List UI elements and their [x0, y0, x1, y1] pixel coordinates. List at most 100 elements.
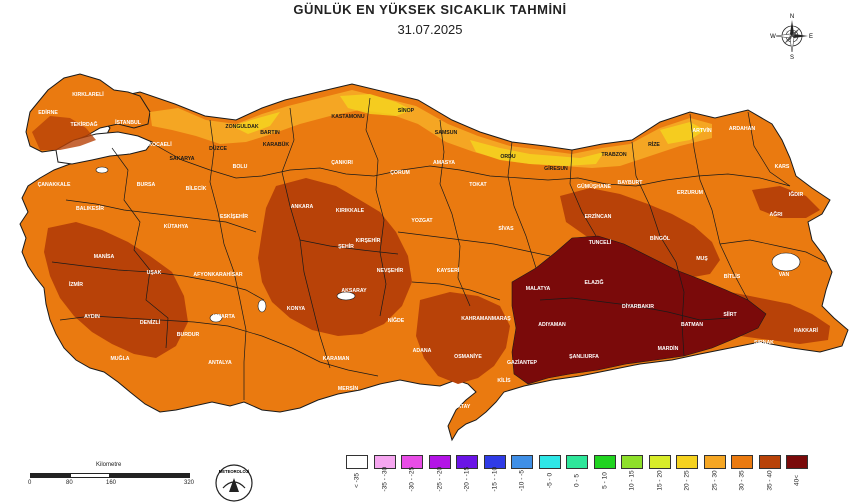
city-labels: KIRKLARELİ EDİRNE TEKİRDAĞ İSTANBUL KOCAELİ S… [38, 91, 819, 410]
legend-label: -30 - -25 [408, 466, 416, 492]
city-label: ANKARA [291, 204, 314, 210]
city-label: BATMAN [681, 322, 703, 328]
legend-swatch [456, 455, 478, 469]
legend-label: -35 - -30 [381, 466, 388, 492]
city-label: ARTVİN [692, 127, 712, 134]
city-label: ARDAHAN [729, 126, 755, 132]
city-label: ERZURUM [677, 190, 703, 196]
city-label: MANİSA [94, 253, 115, 260]
legend-label: -20 - -15 [463, 466, 471, 492]
city-label: BARTIN [260, 130, 280, 136]
city-label: HATAY [454, 404, 471, 410]
legend-swatch [401, 455, 423, 469]
city-label: KAYSERİ [437, 267, 460, 274]
city-label: ANTALYA [208, 360, 232, 366]
city-label: ESKİŞEHİR [220, 213, 248, 220]
legend-label: -10 - -5 [518, 470, 526, 491]
scale-title: Kilometre [96, 462, 122, 468]
scale-tick-80: 80 [66, 480, 73, 486]
thrace-hot-zone [32, 116, 96, 150]
city-label: RİZE [648, 141, 660, 148]
city-label: UŞAK [147, 270, 162, 276]
legend-label: 0 - 5 [573, 474, 581, 488]
city-label: EDİRNE [38, 109, 58, 116]
city-label: MERSİN [338, 385, 358, 392]
city-label: TOKAT [469, 182, 487, 188]
city-label: VAN [779, 272, 790, 278]
legend-label: 40< [793, 474, 801, 487]
city-label: KARABÜK [263, 141, 289, 148]
city-label: GAZİANTEP [507, 359, 538, 366]
city-label: ZONGULDAK [225, 124, 258, 130]
city-label: NEVŞEHİR [377, 267, 404, 274]
legend-swatch [648, 455, 671, 469]
city-label: ŞANLIURFA [569, 354, 599, 360]
city-label: OSMANİYE [454, 353, 482, 360]
city-label: AYDIN [84, 314, 100, 320]
northeast-hot-zone [560, 188, 720, 278]
city-label: BİTLİS [724, 273, 741, 280]
city-label: BURDUR [177, 332, 200, 338]
city-label: KAHRAMANMARAŞ [461, 316, 511, 322]
compass-s: S [790, 55, 794, 60]
city-label: BAYBURT [618, 180, 644, 186]
city-label: DÜZCE [209, 145, 227, 152]
compass-icon: N S E W [770, 14, 813, 60]
city-label: KIRKLARELİ [72, 91, 104, 98]
legend-label: < -35 [353, 473, 361, 488]
legend-label: 10 - 15 [628, 470, 636, 491]
map-title: GÜNLÜK EN YÜKSEK SICAKLIK TAHMİNİ [293, 2, 567, 17]
city-label: KIRIKKALE [336, 208, 365, 214]
city-label: MALATYA [526, 286, 551, 292]
city-label: ŞEHİR [338, 243, 354, 250]
city-label: GÜMÜŞHANE [577, 183, 612, 190]
city-label: KARS [775, 164, 790, 170]
compass-n: N [790, 14, 794, 20]
legend-label: -15 - -10 [491, 466, 498, 492]
legend-swatch [786, 455, 808, 469]
city-label: BOLU [233, 164, 248, 170]
city-label: AMASYA [433, 160, 455, 166]
city-label: TUNCELİ [589, 239, 612, 246]
city-label: BALIKESİR [76, 205, 104, 212]
legend-swatch [373, 455, 396, 469]
compass-e: E [809, 34, 813, 40]
legend-swatch [731, 455, 753, 469]
city-label: AFYONKARAHİSAR [193, 271, 243, 278]
legend-label: 30 - 35 [738, 470, 746, 491]
city-label: BİNGÖL [650, 235, 671, 242]
city-label: YOZGAT [411, 218, 433, 224]
scale-tick-160: 160 [106, 480, 117, 486]
city-label: ISPARTA [213, 314, 235, 320]
legend-swatch [703, 455, 726, 469]
compass-w: W [770, 34, 776, 40]
city-label: KÜTAHYA [164, 223, 189, 230]
city-label: SAMSUN [435, 130, 458, 136]
city-label: KARAMAN [323, 356, 350, 362]
city-label: ÇANKIRI [331, 160, 353, 166]
city-label: TRABZON [601, 152, 627, 158]
city-label: TEKİRDAĞ [70, 120, 97, 128]
legend-label: 5 - 10 [601, 472, 608, 489]
city-label: ORDU [500, 154, 516, 160]
city-label: BURSA [137, 182, 156, 188]
city-label: DENİZLİ [140, 319, 161, 326]
city-label: ÇORUM [390, 170, 410, 176]
central-hot-zone [258, 178, 412, 336]
legend-swatch [538, 455, 561, 469]
city-label: HAKKARİ [794, 327, 818, 334]
city-label: İSTANBUL [115, 119, 142, 126]
city-label: GİRESUN [544, 165, 568, 172]
city-label: AĞRI [770, 210, 784, 218]
province-borders [51, 97, 827, 400]
city-label: ŞIRNAK [754, 340, 774, 346]
legend-label: 20 - 25 [683, 470, 691, 491]
southeast-extreme-zone [511, 235, 767, 385]
map-date: 31.07.2025 [397, 22, 463, 37]
city-label: KİLİS [497, 377, 511, 384]
city-label: ÇANAKKALE [38, 182, 71, 188]
southern-hot-zone [416, 292, 510, 384]
legend-swatch [676, 455, 698, 469]
legend-swatch [346, 455, 368, 469]
